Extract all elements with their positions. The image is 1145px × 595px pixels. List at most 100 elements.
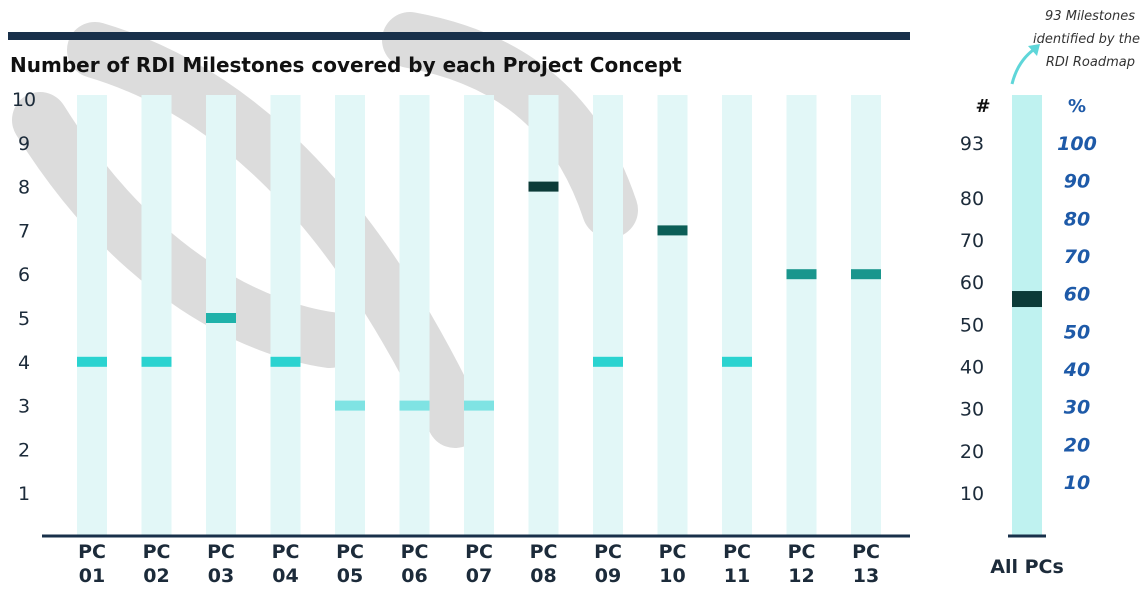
x-tick-label-PC08-line2: 08	[530, 565, 556, 587]
bar-track-PC13	[851, 95, 881, 536]
x-tick-label-PC01-line2: 01	[79, 565, 105, 587]
x-tick-label-PC09-line1: PC	[594, 541, 622, 563]
x-tick-label-PC05-line2: 05	[337, 565, 363, 587]
percent-tick-20: 20	[1064, 434, 1090, 456]
y-tick-label-6: 6	[18, 264, 30, 286]
annotation-arrow-head	[1028, 44, 1040, 56]
main-bar-tracks	[77, 95, 881, 536]
chart-title: Number of RDI Milestones covered by each…	[10, 53, 682, 77]
bar-track-PC09	[593, 95, 623, 536]
count-axis-header: #	[975, 96, 990, 117]
x-tick-label-PC11-line1: PC	[723, 541, 751, 563]
percent-tick-30: 30	[1064, 397, 1090, 419]
bar-track-PC02	[141, 95, 172, 536]
x-tick-label-PC03-line1: PC	[207, 541, 235, 563]
value-marker-PC02	[141, 356, 172, 367]
main-y-axis: 1 2 3 4 5 6 7 8 9 10	[12, 89, 36, 505]
roadmap-annotation: 93 Milestones identified by the RDI Road…	[1010, 9, 1140, 85]
x-tick-label-PC12-line1: PC	[788, 541, 816, 563]
x-tick-label-PC13-line2: 13	[853, 565, 879, 587]
count-tick-20: 20	[960, 441, 984, 463]
y-tick-label-8: 8	[18, 177, 30, 199]
all-pcs-value-marker	[1012, 291, 1042, 308]
x-tick-label-PC04-line2: 04	[272, 565, 298, 587]
value-marker-PC07	[464, 400, 494, 411]
percent-tick-50: 50	[1064, 321, 1090, 343]
percent-tick-10: 10	[1064, 472, 1090, 494]
x-tick-label-PC07-line1: PC	[465, 541, 493, 563]
y-tick-label-5: 5	[18, 308, 30, 330]
bar-track-PC05	[335, 95, 365, 536]
value-marker-PC09	[593, 356, 623, 367]
x-tick-label-PC06-line1: PC	[401, 541, 429, 563]
percent-tick-100: 100	[1057, 133, 1097, 155]
y-tick-label-4: 4	[18, 352, 30, 374]
x-tick-label-PC10-line2: 10	[659, 565, 685, 587]
x-tick-label-PC08-line1: PC	[530, 541, 558, 563]
count-tick-80: 80	[960, 188, 984, 210]
percent-tick-70: 70	[1064, 246, 1090, 268]
bar-track-PC04	[270, 95, 301, 536]
x-tick-label-PC03-line2: 03	[208, 565, 234, 587]
watermark-arcs	[12, 12, 638, 448]
value-marker-PC01	[77, 356, 107, 367]
x-tick-label-PC02-line1: PC	[143, 541, 171, 563]
x-tick-label-PC05-line1: PC	[336, 541, 364, 563]
bar-track-PC01	[77, 95, 107, 536]
bar-track-PC10	[657, 95, 688, 536]
y-tick-label-7: 7	[18, 220, 30, 242]
count-tick-60: 60	[960, 272, 984, 294]
x-tick-label-PC01-line1: PC	[78, 541, 106, 563]
x-tick-label-PC02-line2: 02	[143, 565, 169, 587]
value-marker-PC04	[270, 356, 301, 367]
title-rule	[8, 32, 910, 40]
value-marker-PC11	[722, 356, 752, 367]
all-pcs-bar-track	[1012, 95, 1042, 536]
count-tick-93: 93	[960, 133, 984, 155]
count-tick-50: 50	[960, 314, 984, 336]
bar-track-PC12	[786, 95, 817, 536]
bar-track-PC06	[399, 95, 430, 536]
y-tick-label-9: 9	[18, 133, 30, 155]
count-axis: 10 20 30 40 50 60 70 80 93	[960, 133, 984, 505]
x-tick-label-PC11-line2: 11	[724, 565, 750, 587]
x-tick-label-PC12-line2: 12	[788, 565, 814, 587]
y-tick-label-1: 1	[18, 483, 30, 505]
x-tick-label-PC13-line1: PC	[852, 541, 880, 563]
percent-tick-80: 80	[1064, 208, 1090, 230]
y-tick-label-10: 10	[12, 89, 36, 111]
annotation-line-2: identified by the	[1033, 32, 1140, 47]
value-marker-PC12	[786, 269, 817, 280]
percent-axis: 10 20 30 40 50 60 70 80 90 100	[1057, 133, 1097, 494]
bar-track-PC07	[464, 95, 494, 536]
percent-tick-90: 90	[1064, 171, 1090, 193]
count-tick-30: 30	[960, 399, 984, 421]
percent-axis-header: %	[1068, 96, 1086, 117]
y-tick-label-3: 3	[18, 396, 30, 418]
count-tick-40: 40	[960, 356, 984, 378]
value-marker-PC06	[399, 400, 430, 411]
annotation-line-1: 93 Milestones	[1045, 9, 1135, 24]
x-tick-label-PC07-line2: 07	[466, 565, 492, 587]
value-marker-PC08	[528, 181, 559, 192]
bar-track-PC11	[722, 95, 752, 536]
value-marker-PC03	[206, 313, 236, 323]
count-tick-10: 10	[960, 483, 984, 505]
count-tick-70: 70	[960, 230, 984, 252]
value-marker-PC13	[851, 269, 881, 280]
x-tick-label-PC06-line2: 06	[401, 565, 427, 587]
percent-tick-40: 40	[1063, 359, 1090, 381]
main-value-markers	[77, 181, 881, 411]
x-tick-label-PC04-line1: PC	[272, 541, 300, 563]
percent-tick-60: 60	[1064, 284, 1090, 306]
annotation-arrow	[1010, 46, 1037, 85]
x-tick-label-PC09-line2: 09	[595, 565, 621, 587]
bar-track-PC08	[528, 95, 559, 536]
annotation-line-3: RDI Roadmap	[1046, 55, 1135, 70]
main-x-axis-labels: PC01PC02PC03PC04PC05PC06PC07PC08PC09PC10…	[78, 541, 880, 587]
y-tick-label-2: 2	[18, 439, 30, 461]
x-tick-label-PC10-line1: PC	[659, 541, 687, 563]
all-pcs-label: All PCs	[990, 556, 1064, 578]
